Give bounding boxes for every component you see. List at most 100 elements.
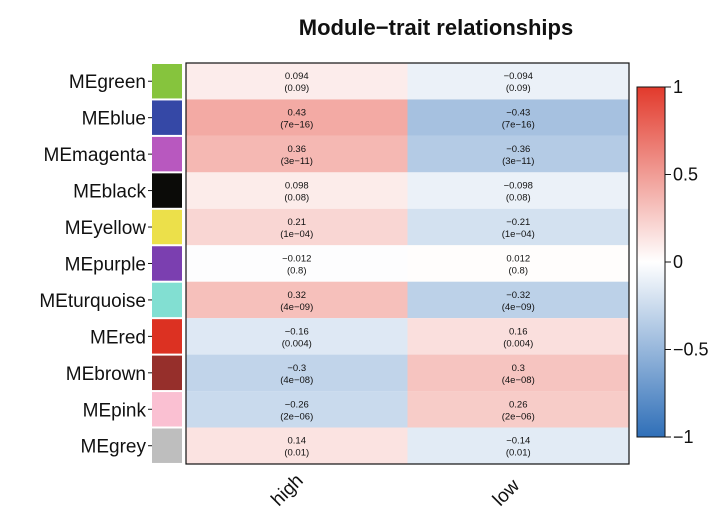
colorbar: 1 0.5 0 −0.5 −1 [636,77,709,447]
cell-pvalue-label: (0.004) [503,338,533,349]
column-label-low: low [489,475,524,510]
cell-pvalue-label: (2e−06) [280,411,313,422]
cell-pvalue-label: (3e−11) [502,156,534,167]
cell-pvalue-label: (0.08) [506,193,531,204]
module-swatch-MEgreen [152,64,182,99]
colorbar-tick-label: 0 [673,252,683,272]
row-label-MEyellow: MEyellow [65,218,147,239]
heatmap-cell-MEbrown-low [407,354,629,392]
cell-pvalue-label: (0.09) [284,83,309,94]
module-swatch-MEgrey [152,428,182,463]
cell-value-label: −0.32 [506,290,530,301]
column-labels: high low [267,470,524,510]
heatmap-rows: MEgreen 0.094(0.09)−0.094(0.09)MEblue 0.43… [39,63,629,464]
colorbar-tick-label: 0.5 [673,165,698,185]
module-swatch-MEblack [152,173,182,208]
cell-pvalue-label: (0.8) [508,265,528,276]
cell-pvalue-label: (1e−04) [502,229,535,240]
cell-pvalue-label: (0.01) [284,448,309,459]
column-label-high: high [267,470,307,510]
module-swatch-MEturquoise [152,282,182,318]
cell-value-label: 0.098 [285,181,309,192]
heatmap-cell-MEpurple-high [186,245,408,282]
cell-value-label: 0.36 [288,144,307,155]
cell-pvalue-label: (3e−11) [281,156,313,167]
cell-value-label: −0.26 [285,399,309,410]
heatmap-cell-MEmagenta-low [407,135,629,173]
cell-pvalue-label: (0.8) [287,265,307,276]
chart-title: Module−trait relationships [299,15,573,40]
cell-pvalue-label: (1e−04) [280,229,313,240]
heatmap-cell-MEmagenta-high [186,135,408,173]
heatmap-cell-MEyellow-high [186,208,408,246]
row-label-MEgreen: MEgreen [69,72,146,93]
module-swatch-MEred [152,319,182,354]
heatmap-cell-MEyellow-low [407,208,629,246]
cell-value-label: −0.36 [506,144,530,155]
row-label-MEbrown: MEbrown [66,364,146,385]
row-label-MEblue: MEblue [82,109,146,130]
cell-value-label: −0.16 [285,326,309,337]
cell-value-label: −0.094 [504,71,533,82]
cell-value-label: 0.012 [506,253,530,264]
heatmap-cell-MEturquoise-high [186,281,408,319]
heatmap-cell-MEgrey-low [407,427,629,464]
cell-value-label: 0.3 [512,363,525,374]
cell-pvalue-label: (7e−16) [280,120,313,131]
colorbar-tick-label: −1 [673,427,694,447]
heatmap-cell-MEblue-low [407,99,629,136]
colorbar-tick-label: −0.5 [673,340,709,360]
row-label-MEpink: MEpink [83,400,147,421]
cell-value-label: 0.43 [288,108,307,119]
cell-value-label: 0.32 [288,290,307,301]
cell-value-label: 0.21 [288,217,307,228]
cell-value-label: −0.098 [504,181,533,192]
cell-value-label: −0.21 [506,217,530,228]
row-label-MEblack: MEblack [73,182,146,203]
heatmap-cell-MEblack-low [407,172,629,209]
row-label-MEmagenta: MEmagenta [44,145,147,166]
module-swatch-MEmagenta [152,136,182,172]
row-label-MEpurple: MEpurple [65,254,146,275]
cell-pvalue-label: (0.08) [284,193,309,204]
cell-pvalue-label: (0.004) [282,338,312,349]
heatmap-cell-MEbrown-high [186,354,408,392]
module-swatch-MEyellow [152,209,182,245]
cell-value-label: −0.3 [287,363,306,374]
row-label-MEred: MEred [90,327,146,348]
cell-pvalue-label: (0.09) [506,83,531,94]
module-swatch-MEpurple [152,246,182,281]
heatmap-cell-MEred-low [407,318,629,355]
colorbar-tick-label: 1 [673,77,683,97]
cell-value-label: 0.16 [509,326,528,337]
heatmap-cell-MEblue-high [186,99,408,136]
cell-value-label: 0.26 [509,399,528,410]
heatmap-cell-MEgreen-high [186,63,408,100]
cell-pvalue-label: (7e−16) [502,120,535,131]
heatmap-cell-MEgrey-high [186,427,408,464]
row-label-MEturquoise: MEturquoise [39,291,146,312]
heatmap-cell-MEpink-high [186,391,408,428]
cell-pvalue-label: (0.01) [506,448,531,459]
cell-value-label: −0.43 [506,108,530,119]
plot-frame [185,62,630,465]
colorbar-gradient [636,86,666,438]
cell-value-label: −0.14 [506,436,530,447]
cell-pvalue-label: (4e−09) [280,302,313,313]
cell-value-label: 0.14 [288,436,307,447]
heatmap-cell-MEturquoise-low [407,281,629,319]
heatmap-cell-MEblack-high [186,172,408,209]
row-label-MEgrey: MEgrey [81,437,147,458]
heatmap-cell-MEpink-low [407,391,629,428]
cell-pvalue-label: (4e−08) [502,375,535,386]
cell-value-label: 0.094 [285,71,309,82]
module-swatch-MEbrown [152,355,182,391]
cell-pvalue-label: (4e−08) [280,375,313,386]
cell-pvalue-label: (4e−09) [502,302,535,313]
cell-value-label: −0.012 [282,253,311,264]
module-swatch-MEpink [152,392,182,427]
heatmap-cell-MEred-high [186,318,408,355]
heatmap-cell-MEgreen-low [407,63,629,100]
module-swatch-MEblue [152,100,182,135]
